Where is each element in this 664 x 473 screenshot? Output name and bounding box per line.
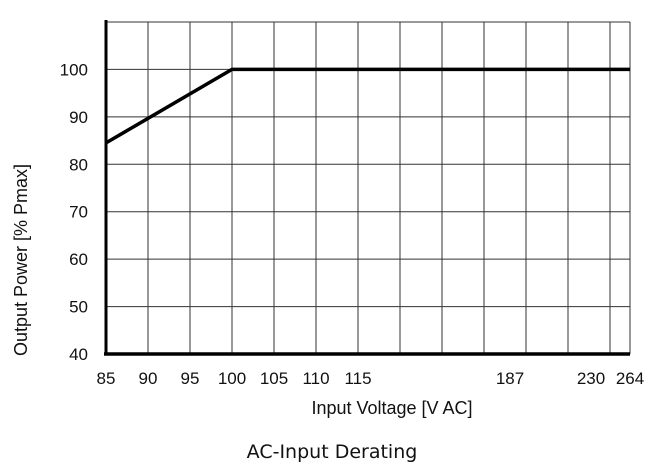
x-tick-label: 100 — [218, 369, 246, 388]
x-tick-label: 115 — [344, 369, 371, 388]
chart-title: AC-Input Derating — [247, 441, 418, 463]
y-axis-title: Output Power [% Pmax] — [11, 164, 31, 356]
x-tick-label: 105 — [260, 369, 288, 388]
y-tick-labels: 40 50 60 70 80 90 100 — [60, 60, 88, 364]
series-group — [105, 67, 630, 145]
x-tick-label: 230 — [577, 369, 605, 388]
x-tick-label: 264 — [616, 369, 644, 388]
x-axis-title: Input Voltage [V AC] — [311, 398, 472, 418]
y-tick-label: 80 — [69, 155, 88, 174]
y-tick-label: 40 — [69, 345, 88, 364]
horizontal-gridlines — [106, 21, 630, 308]
x-tick-label: 110 — [302, 369, 329, 388]
x-tick-label: 85 — [97, 369, 116, 388]
vertical-gridlines — [105, 22, 631, 354]
series-line-0 — [105, 67, 630, 145]
y-tick-label: 90 — [69, 108, 88, 127]
x-tick-label: 187 — [496, 369, 524, 388]
y-tick-label: 70 — [69, 203, 88, 222]
y-tick-label: 60 — [69, 250, 88, 269]
x-tick-label: 95 — [181, 369, 200, 388]
axes — [104, 20, 630, 356]
y-tick-label: 50 — [69, 298, 88, 317]
x-tick-labels: 85 90 95 100 105 110 115 187 230 264 — [97, 369, 645, 388]
y-tick-label: 100 — [60, 60, 88, 79]
x-tick-label: 90 — [139, 369, 158, 388]
